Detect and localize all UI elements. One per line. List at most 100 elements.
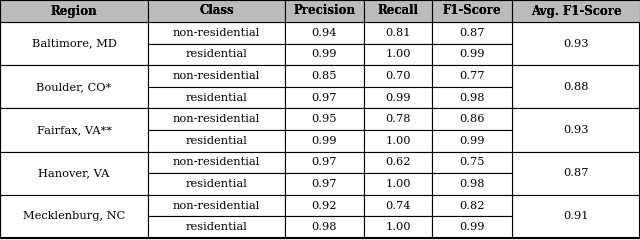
- Text: Baltimore, MD: Baltimore, MD: [31, 39, 116, 48]
- Bar: [285, 195, 364, 216]
- Text: Class: Class: [199, 5, 234, 18]
- Bar: [285, 0, 364, 22]
- Text: 0.97: 0.97: [312, 157, 337, 167]
- Text: 0.82: 0.82: [460, 201, 484, 211]
- Text: 0.92: 0.92: [312, 201, 337, 211]
- Text: 0.99: 0.99: [312, 49, 337, 60]
- Text: 1.00: 1.00: [385, 49, 411, 60]
- Text: non-residential: non-residential: [173, 157, 260, 167]
- Bar: [364, 130, 432, 152]
- Text: 1.00: 1.00: [385, 222, 411, 232]
- Text: 1.00: 1.00: [385, 179, 411, 189]
- Bar: [285, 108, 364, 130]
- Bar: [148, 22, 285, 44]
- Bar: [432, 216, 512, 238]
- Bar: [364, 44, 432, 65]
- Bar: [148, 44, 285, 65]
- Bar: [364, 152, 432, 173]
- Bar: [512, 65, 640, 108]
- Bar: [285, 87, 364, 108]
- Text: 0.97: 0.97: [312, 93, 337, 103]
- Text: 0.98: 0.98: [312, 222, 337, 232]
- Text: 0.94: 0.94: [312, 28, 337, 38]
- Text: 0.95: 0.95: [312, 114, 337, 124]
- Bar: [148, 152, 285, 173]
- Bar: [432, 152, 512, 173]
- Text: 0.78: 0.78: [385, 114, 411, 124]
- Text: Precision: Precision: [294, 5, 355, 18]
- Bar: [285, 65, 364, 87]
- Bar: [512, 152, 640, 195]
- Bar: [0, 65, 148, 108]
- Text: residential: residential: [186, 222, 248, 232]
- Bar: [432, 0, 512, 22]
- Text: 0.93: 0.93: [563, 125, 589, 135]
- Text: 0.98: 0.98: [460, 93, 484, 103]
- Text: residential: residential: [186, 49, 248, 60]
- Bar: [148, 173, 285, 195]
- Bar: [285, 44, 364, 65]
- Bar: [285, 130, 364, 152]
- Bar: [364, 22, 432, 44]
- Text: 1.00: 1.00: [385, 136, 411, 146]
- Text: 0.87: 0.87: [460, 28, 484, 38]
- Bar: [512, 0, 640, 22]
- Bar: [432, 173, 512, 195]
- Bar: [512, 108, 640, 152]
- Text: 0.86: 0.86: [460, 114, 484, 124]
- Text: 0.99: 0.99: [460, 49, 484, 60]
- Text: Class: Class: [199, 5, 234, 18]
- Bar: [148, 130, 285, 152]
- Text: 0.93: 0.93: [563, 39, 589, 48]
- Bar: [285, 173, 364, 195]
- Text: Precision: Precision: [294, 5, 355, 18]
- Bar: [432, 87, 512, 108]
- Text: 0.99: 0.99: [312, 136, 337, 146]
- Text: non-residential: non-residential: [173, 114, 260, 124]
- Text: 0.91: 0.91: [563, 211, 589, 221]
- Bar: [432, 44, 512, 65]
- Text: Boulder, CO*: Boulder, CO*: [36, 82, 111, 92]
- Text: F1-Score: F1-Score: [443, 5, 501, 18]
- Text: 0.97: 0.97: [312, 179, 337, 189]
- Text: 0.74: 0.74: [385, 201, 411, 211]
- Bar: [364, 0, 432, 22]
- Text: Avg. F1-Score: Avg. F1-Score: [531, 5, 621, 18]
- Text: Mecklenburg, NC: Mecklenburg, NC: [23, 211, 125, 221]
- Bar: [0, 0, 148, 22]
- Bar: [364, 0, 432, 22]
- Bar: [432, 108, 512, 130]
- Bar: [432, 65, 512, 87]
- Text: 0.99: 0.99: [460, 222, 484, 232]
- Bar: [364, 173, 432, 195]
- Bar: [0, 195, 148, 238]
- Bar: [432, 22, 512, 44]
- Bar: [148, 0, 285, 22]
- Text: Hanover, VA: Hanover, VA: [38, 168, 109, 178]
- Bar: [285, 216, 364, 238]
- Text: 0.77: 0.77: [460, 71, 484, 81]
- Bar: [364, 108, 432, 130]
- Text: 0.88: 0.88: [563, 82, 589, 92]
- Text: non-residential: non-residential: [173, 28, 260, 38]
- Text: residential: residential: [186, 136, 248, 146]
- Text: 0.62: 0.62: [385, 157, 411, 167]
- Text: 0.87: 0.87: [563, 168, 589, 178]
- Bar: [0, 0, 148, 22]
- Bar: [148, 0, 285, 22]
- Text: F1-Score: F1-Score: [443, 5, 501, 18]
- Text: 0.81: 0.81: [385, 28, 411, 38]
- Text: 0.70: 0.70: [385, 71, 411, 81]
- Text: 0.98: 0.98: [460, 179, 484, 189]
- Bar: [0, 108, 148, 152]
- Text: Avg. F1-Score: Avg. F1-Score: [531, 5, 621, 18]
- Bar: [0, 22, 148, 65]
- Bar: [512, 195, 640, 238]
- Text: Region: Region: [51, 5, 97, 18]
- Text: 0.99: 0.99: [460, 136, 484, 146]
- Text: residential: residential: [186, 179, 248, 189]
- Text: Recall: Recall: [378, 5, 419, 18]
- Text: Region: Region: [51, 5, 97, 18]
- Bar: [364, 195, 432, 216]
- Bar: [285, 22, 364, 44]
